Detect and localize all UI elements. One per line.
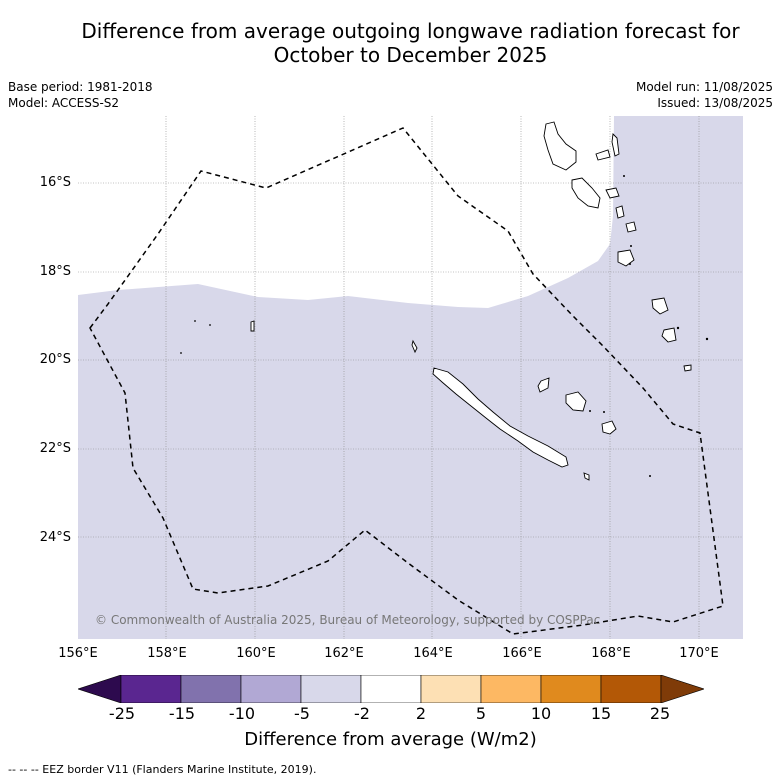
lon-label-162e: 162°E (324, 646, 364, 661)
colorbar-segment (120, 675, 182, 703)
colorbar-label: 25 (649, 704, 671, 723)
lon-label-164e: 164°E (413, 646, 453, 661)
colorbar-label: 5 (475, 704, 487, 723)
colorbar-segment (300, 675, 362, 703)
title-line-2: October to December 2025 (273, 43, 548, 67)
colorbar-extend-low (78, 675, 122, 703)
new-caledonia-island (432, 367, 569, 468)
colorbar-label: 15 (590, 704, 612, 723)
efate (625, 221, 637, 233)
colorbar-segment (540, 675, 602, 703)
colorbar-segment (420, 675, 482, 703)
base-period: Base period: 1981-2018 (8, 80, 153, 94)
colorbar-label: -25 (108, 704, 136, 723)
colorbar (78, 675, 704, 703)
mare-island (601, 420, 617, 435)
colorbar-label: -15 (168, 704, 196, 723)
colorbar-title: Difference from average (W/m2) (244, 729, 537, 750)
colorbar-segment (360, 675, 422, 703)
malekula (571, 177, 601, 209)
ambrym (605, 187, 620, 199)
espiritu-santo (543, 121, 577, 171)
belep-islets (411, 339, 418, 354)
issued-date: Issued: 13/08/2025 (657, 96, 773, 110)
graticule (78, 116, 743, 639)
ouvea-island (537, 377, 550, 393)
colorbar-label: 2 (415, 704, 427, 723)
metadata-left: Base period: 1981-2018 Model: ACCESS-S2 (8, 79, 153, 111)
colorbar-extend-high (660, 675, 704, 703)
colorbar-label: -10 (228, 704, 256, 723)
lon-label-156e: 156°E (58, 646, 98, 661)
map-panel (78, 116, 743, 639)
lat-label-22s: 22°S (39, 441, 71, 456)
copyright-notice: © Commonwealth of Australia 2025, Bureau… (95, 613, 601, 627)
small-reef-specks (180, 175, 709, 477)
lon-label-170e: 170°E (679, 646, 719, 661)
colorbar-segment (180, 675, 242, 703)
ambae (595, 149, 611, 161)
lifou-island (565, 391, 587, 412)
model-run: Model run: 11/08/2025 (635, 80, 773, 94)
hunter-island (683, 364, 692, 372)
colorbar-segment (480, 675, 542, 703)
lon-label-166e: 166°E (502, 646, 542, 661)
colorbar-label: -2 (354, 704, 370, 723)
epi-shepherd-islets (615, 205, 625, 219)
lat-label-24s: 24°S (39, 530, 71, 545)
metadata-right: Model run: 11/08/2025 Issued: 13/08/2025 (636, 79, 773, 111)
colorbar-label: -5 (294, 704, 310, 723)
eez-legend-footer: -- -- -- EEZ border V11 (Flanders Marine… (8, 763, 317, 776)
lat-label-20s: 20°S (39, 352, 71, 367)
aneityum (661, 327, 677, 343)
lon-label-160e: 160°E (236, 646, 276, 661)
small-islets-west (250, 320, 255, 332)
map-svg (78, 116, 743, 639)
lat-label-16s: 16°S (39, 175, 71, 190)
lon-label-168e: 168°E (591, 646, 631, 661)
chart-title: Difference from average outgoing longwav… (0, 19, 781, 67)
colorbar-segment (600, 675, 662, 703)
tanna (651, 297, 669, 315)
colorbar-label: 10 (530, 704, 552, 723)
anomaly-shading (78, 116, 743, 639)
maewo-pentecost (611, 133, 620, 157)
title-line-1: Difference from average outgoing longwav… (81, 19, 740, 43)
isle-of-pines (583, 472, 590, 481)
lon-label-158e: 158°E (147, 646, 187, 661)
eez-border (89, 127, 724, 635)
colorbar-segment (240, 675, 302, 703)
model-name: Model: ACCESS-S2 (8, 96, 120, 110)
lat-label-18s: 18°S (39, 264, 71, 279)
